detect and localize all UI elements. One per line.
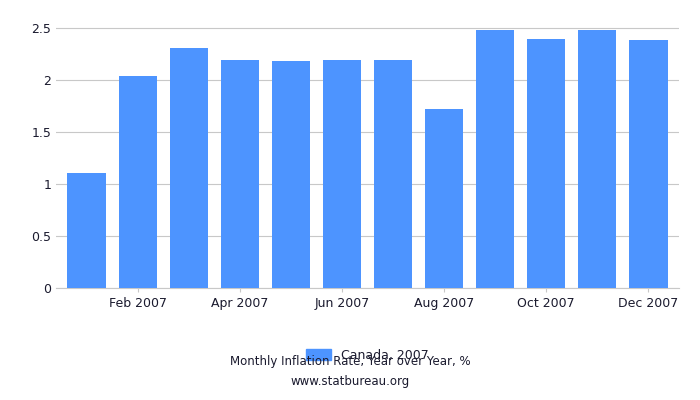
- Bar: [118, 76, 157, 288]
- Bar: [476, 30, 514, 288]
- Bar: [629, 40, 668, 288]
- Bar: [169, 48, 208, 288]
- Bar: [527, 39, 566, 288]
- Legend: Canada, 2007: Canada, 2007: [301, 344, 434, 367]
- Bar: [425, 109, 463, 288]
- Bar: [220, 60, 259, 288]
- Text: www.statbureau.org: www.statbureau.org: [290, 376, 410, 388]
- Bar: [67, 174, 106, 288]
- Bar: [323, 60, 361, 288]
- Text: Monthly Inflation Rate, Year over Year, %: Monthly Inflation Rate, Year over Year, …: [230, 356, 470, 368]
- Bar: [374, 60, 412, 288]
- Bar: [578, 30, 617, 288]
- Bar: [272, 61, 310, 288]
